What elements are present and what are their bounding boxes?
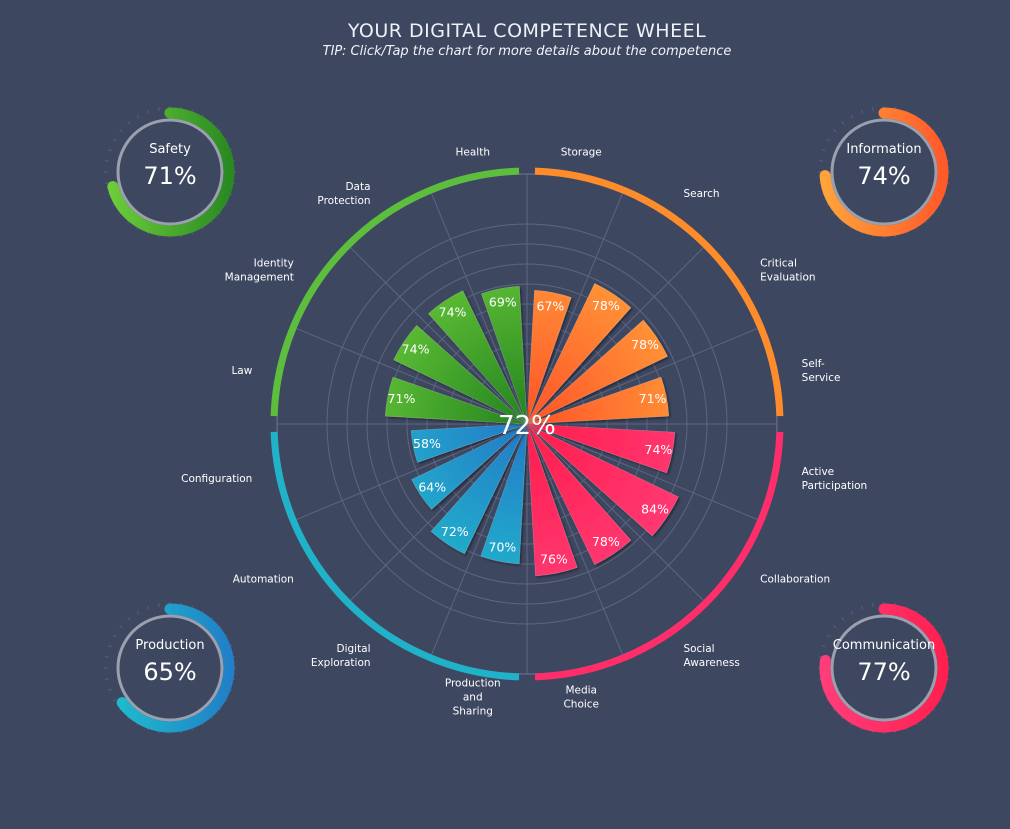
value-label: 67% <box>537 298 565 313</box>
area-arc-production[interactable] <box>270 431 520 681</box>
category-label[interactable]: Health <box>456 146 490 158</box>
value-label: 70% <box>489 540 517 555</box>
category-label[interactable]: Automation <box>233 573 294 585</box>
category-label[interactable]: Active Participation <box>802 466 868 492</box>
bar-health[interactable] <box>481 285 528 425</box>
chart-title: YOUR DIGITAL COMPETENCE WHEEL <box>347 20 707 42</box>
value-label: 58% <box>413 436 441 451</box>
gauge-label: Production <box>135 638 205 653</box>
area-arc-information[interactable] <box>534 167 784 417</box>
category-label[interactable]: Social Awareness <box>683 643 739 669</box>
value-label: 72% <box>441 524 469 539</box>
gauge-value: 77% <box>857 658 911 686</box>
gauge-ring <box>104 602 236 734</box>
bar-storage[interactable] <box>526 289 572 425</box>
value-label: 76% <box>540 551 568 566</box>
gauge-label: Safety <box>149 142 191 157</box>
bar-collaboration[interactable] <box>526 423 679 537</box>
bars[interactable] <box>384 283 679 577</box>
category-label[interactable]: Law <box>231 365 252 377</box>
value-label: 64% <box>418 479 446 494</box>
gauge-value: 71% <box>143 162 197 190</box>
bar-media-choice[interactable] <box>526 423 578 577</box>
gauge-label: Information <box>846 142 922 157</box>
bar-production-and-sharing[interactable] <box>480 423 528 565</box>
value-label: 78% <box>592 534 620 549</box>
value-label: 74% <box>402 342 430 357</box>
value-label: 71% <box>388 391 416 406</box>
category-label[interactable]: Storage <box>561 146 602 158</box>
category-label[interactable]: Identity Management <box>225 258 294 284</box>
category-label[interactable]: Critical Evaluation <box>760 258 815 284</box>
bar-automation[interactable] <box>411 423 528 510</box>
center-value: 72% <box>498 411 556 441</box>
bar-search[interactable] <box>526 283 632 425</box>
gauge-value: 65% <box>143 658 197 686</box>
gauge-ring <box>818 106 950 238</box>
bar-active-participation[interactable] <box>526 423 676 474</box>
polar-grid <box>276 173 778 675</box>
bar-digital-exploration[interactable] <box>430 423 528 555</box>
value-label: 78% <box>631 337 659 352</box>
value-label: 78% <box>592 298 620 313</box>
bar-self-service[interactable] <box>526 376 670 425</box>
gauge-ring <box>818 602 950 734</box>
gauge-production[interactable]: Production 65% <box>100 598 240 738</box>
category-label[interactable]: Configuration <box>181 473 252 485</box>
gauge-value: 74% <box>857 162 911 190</box>
value-label: 69% <box>489 294 517 309</box>
bar-social-awareness[interactable] <box>526 423 632 565</box>
bar-critical-evaluation[interactable] <box>526 319 668 425</box>
bar-law[interactable] <box>384 376 528 425</box>
gauge-label: Communication <box>832 638 936 653</box>
category-label[interactable]: Search <box>683 188 719 200</box>
gauge-safety[interactable]: Safety 71% <box>100 102 240 242</box>
bar-configuration[interactable] <box>410 423 528 463</box>
category-label[interactable]: Collaboration <box>760 573 830 585</box>
gauge-ring <box>104 106 236 238</box>
value-label: 74% <box>439 305 467 320</box>
gauge-communication[interactable]: Communication 77% <box>814 598 954 738</box>
bar-data-protection[interactable] <box>427 290 528 425</box>
area-arc-communication[interactable] <box>534 431 784 681</box>
value-label: 71% <box>639 391 667 406</box>
category-label[interactable]: Production and Sharing <box>445 678 501 718</box>
chart-tip: TIP: Click/Tap the chart for more detail… <box>322 44 732 59</box>
category-label[interactable]: Digital Exploration <box>311 643 371 669</box>
category-label[interactable]: Data Protection <box>317 181 370 207</box>
category-label[interactable]: Self-Service <box>802 358 841 384</box>
value-label: 74% <box>645 442 673 457</box>
bar-identity-management[interactable] <box>393 324 528 425</box>
area-arc-safety[interactable] <box>270 167 520 417</box>
category-label[interactable]: Media Choice <box>563 685 599 711</box>
gauge-information[interactable]: Information 74% <box>814 102 954 242</box>
value-label: 84% <box>641 502 669 517</box>
